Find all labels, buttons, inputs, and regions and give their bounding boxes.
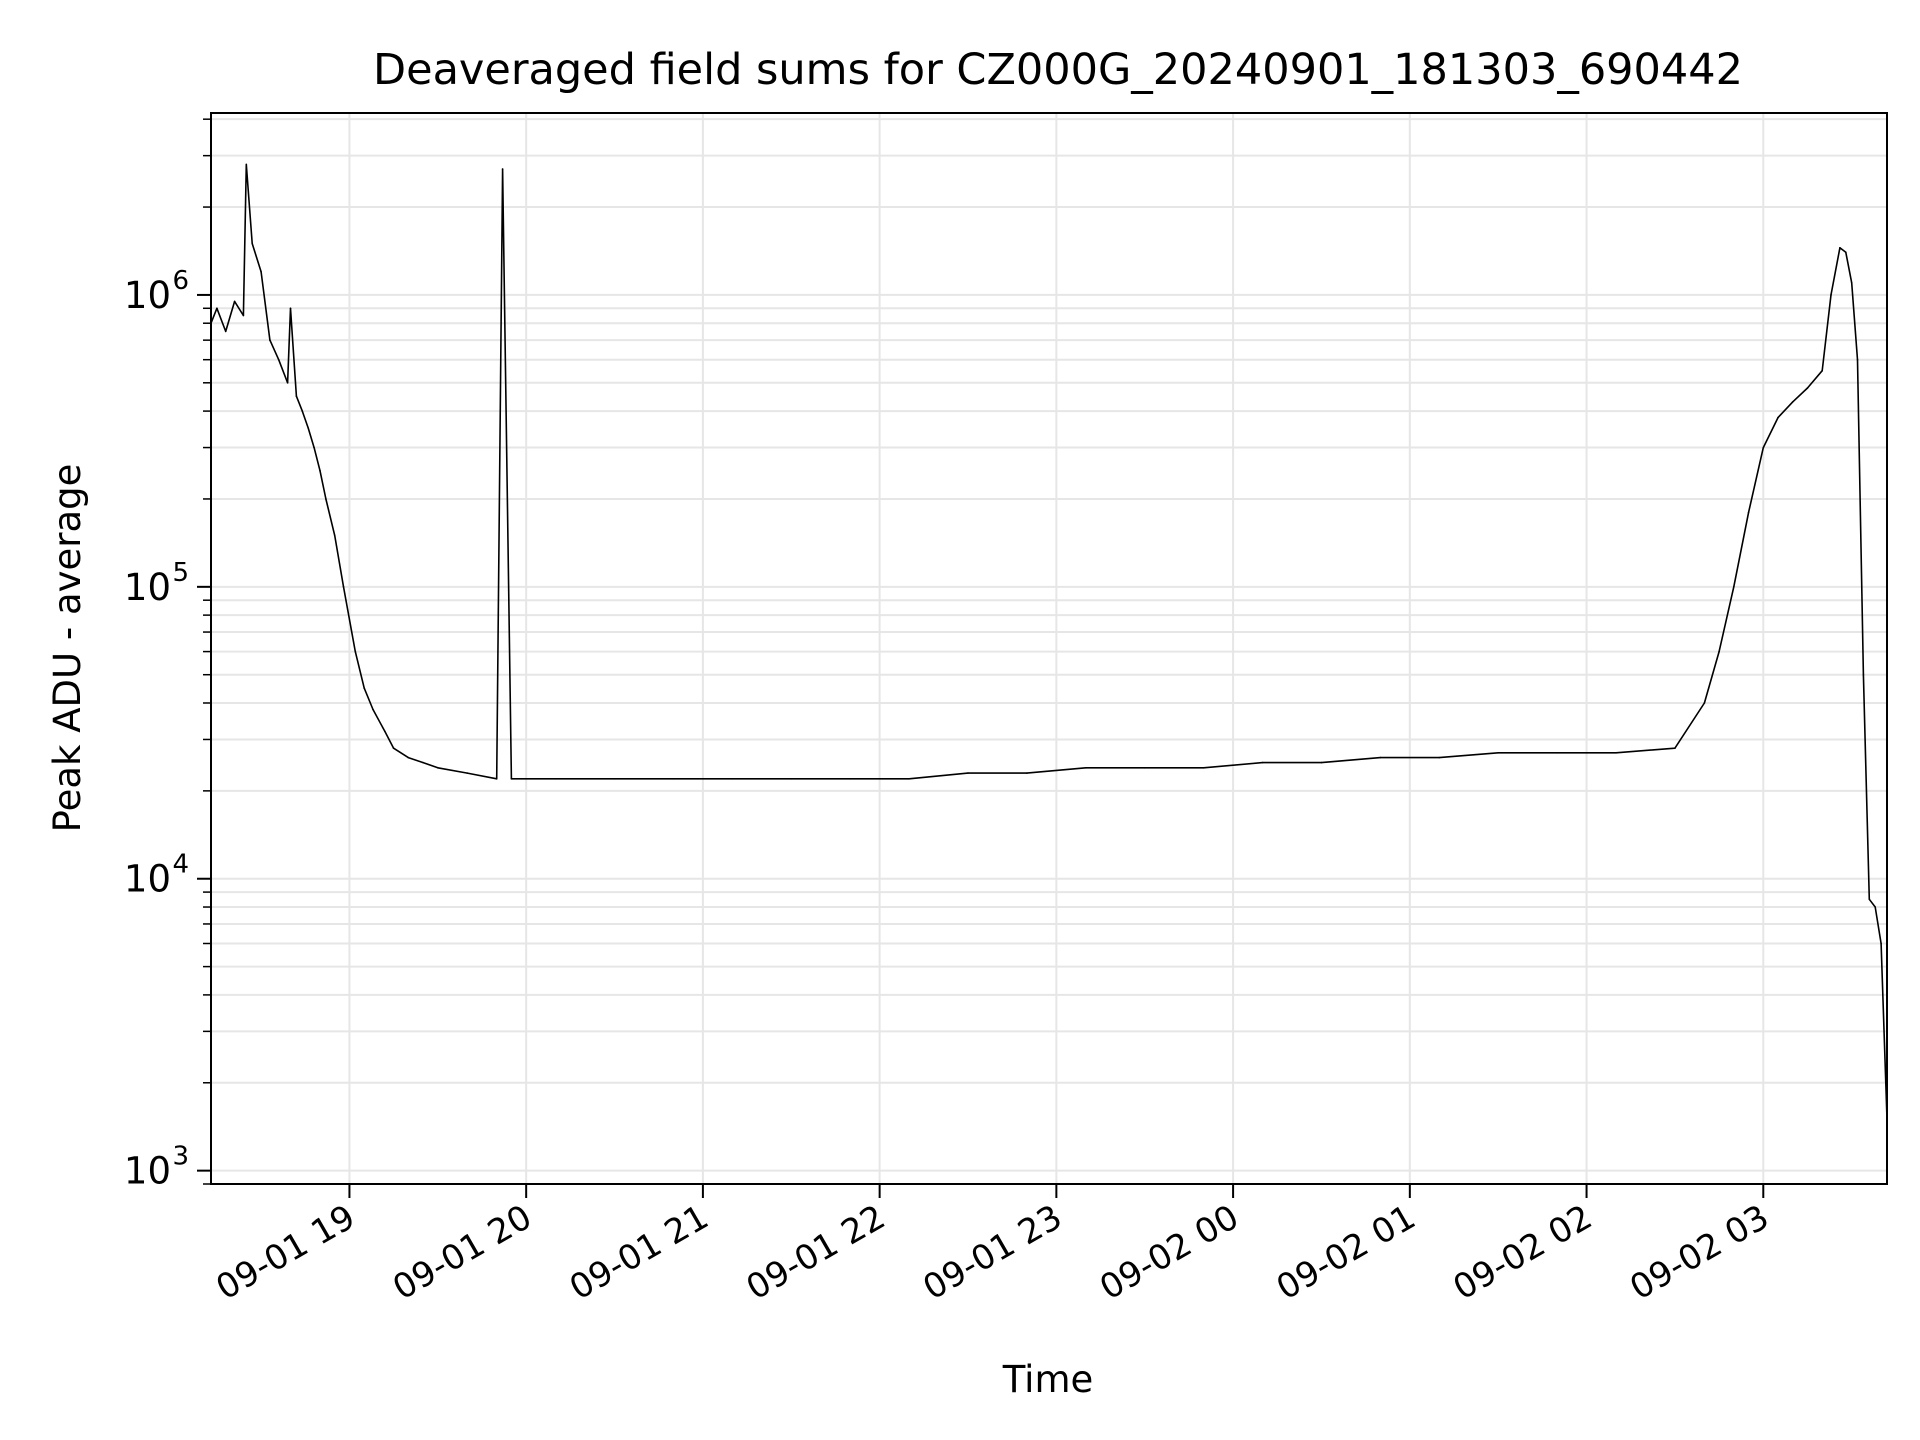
- data-point: [1845, 251, 1847, 254]
- data-point: [313, 446, 315, 449]
- data-point: [1777, 416, 1779, 419]
- data-point: [1850, 282, 1853, 284]
- data-point: [307, 427, 310, 429]
- data-point: [1261, 761, 1264, 764]
- data-point: [407, 756, 410, 759]
- data-point: [384, 730, 386, 733]
- data-point: [1806, 387, 1809, 389]
- y-tick-label: 10: [124, 858, 171, 901]
- plot-frame: [210, 112, 1888, 1185]
- data-point: [967, 772, 969, 774]
- data-point: [1856, 358, 1859, 361]
- data-point: [1821, 369, 1823, 372]
- data-point: [501, 168, 504, 170]
- data-point: [1202, 767, 1205, 769]
- data-point: [392, 747, 395, 749]
- data-point: [301, 410, 304, 412]
- data-point: [277, 358, 280, 361]
- data-point: [1379, 756, 1382, 759]
- data-point: [731, 778, 734, 780]
- y-axis-label: Peak ADU - average: [46, 464, 89, 833]
- data-point: [372, 708, 374, 711]
- data-point: [1733, 586, 1735, 588]
- data-point: [672, 778, 675, 780]
- data-point: [1880, 942, 1882, 945]
- data-point: [342, 586, 345, 588]
- data-point: [1320, 761, 1323, 764]
- data-point: [790, 778, 793, 780]
- data-point: [1438, 756, 1441, 759]
- data-point: [1747, 511, 1750, 514]
- data-point: [269, 339, 271, 341]
- data-point: [613, 778, 616, 780]
- y-tick-exponent: 3: [172, 1142, 189, 1172]
- data-point: [437, 767, 439, 769]
- data-point: [1718, 650, 1720, 653]
- data-point: [1830, 294, 1832, 296]
- data-point: [245, 163, 248, 166]
- y-tick-exponent: 6: [172, 266, 189, 296]
- data-point: [1674, 747, 1676, 749]
- data-point: [1791, 401, 1794, 403]
- data-point: [554, 778, 557, 780]
- data-point: [849, 778, 851, 780]
- data-point: [908, 778, 910, 780]
- data-point: [1143, 767, 1146, 769]
- data-point: [495, 778, 498, 780]
- data-point: [1615, 752, 1617, 754]
- chart-title: Deaveraged field sums for CZ000G_2024090…: [373, 45, 1743, 95]
- data-point: [466, 772, 469, 774]
- data-point: [233, 300, 236, 303]
- y-tick-label: 10: [124, 566, 171, 609]
- data-point: [260, 271, 262, 273]
- data-layer: [211, 163, 1887, 1120]
- data-point: [354, 650, 357, 653]
- grid: [211, 113, 1887, 1185]
- data-point: [333, 534, 336, 537]
- data-point: [286, 382, 289, 384]
- data-point: [510, 778, 513, 780]
- data-point: [1703, 702, 1706, 704]
- data-point: [319, 469, 321, 472]
- data-point: [422, 761, 424, 764]
- y-tick-label: 10: [124, 274, 171, 317]
- y-tick-exponent: 4: [172, 850, 189, 880]
- data-point: [251, 242, 253, 245]
- data-point: [1497, 752, 1499, 754]
- y-tick-label: 10: [124, 1150, 171, 1193]
- data-point: [1026, 772, 1028, 774]
- data-point: [1874, 906, 1876, 908]
- data-point: [363, 687, 366, 689]
- y-tick-exponent: 5: [172, 558, 189, 588]
- data-point: [242, 314, 245, 317]
- data-point: [289, 307, 292, 310]
- data-point: [1868, 898, 1871, 901]
- data-point: [224, 330, 227, 333]
- data-point: [1862, 673, 1865, 676]
- data-point: [295, 395, 298, 398]
- data-point: [325, 498, 327, 500]
- data-point: [1556, 752, 1558, 754]
- data-point: [1085, 767, 1087, 769]
- data-point: [1762, 446, 1765, 449]
- data-point: [1839, 247, 1841, 249]
- data-point: [216, 307, 218, 310]
- x-axis-label: Time: [1002, 1358, 1094, 1401]
